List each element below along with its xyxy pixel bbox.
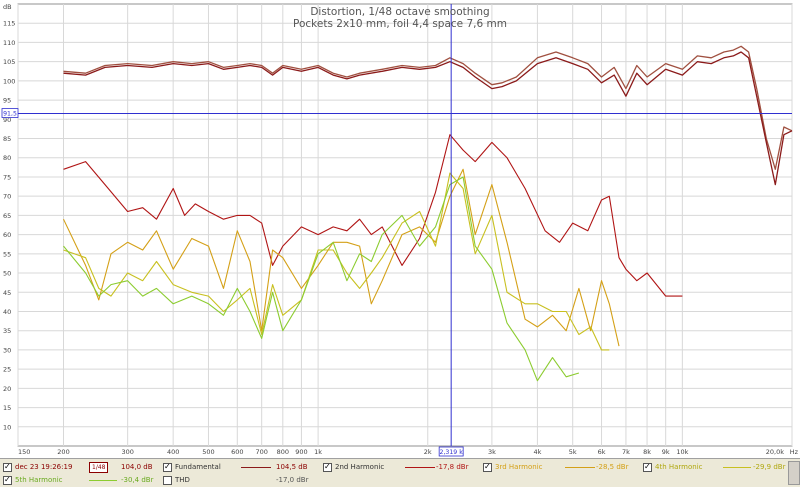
checkbox-5th-harmonic[interactable] — [3, 474, 12, 486]
legend-item-4th-harmonic[interactable]: 4th Harmonic -29,9 dBr — [643, 461, 793, 473]
legend-label: 5th Harmonic — [15, 476, 63, 484]
legend-label: THD — [175, 476, 190, 484]
y-tick-label: 15 — [3, 404, 11, 412]
x-tick-label: 10k — [676, 448, 688, 456]
y-tick-label: 110 — [3, 39, 15, 47]
series-line — [63, 134, 683, 297]
legend-value: -29,9 dBr — [753, 463, 786, 471]
chart-subtitle: Pockets 2x10 mm, foil 4,4 space 7,6 mm — [293, 18, 507, 30]
series-line — [63, 51, 793, 186]
x-tick-label: 4k — [533, 448, 541, 456]
legend-value: -28,5 dBr — [596, 463, 629, 471]
y-tick-label: 80 — [3, 154, 11, 162]
legend-swatch — [723, 467, 751, 468]
x-unit-label: Hz — [790, 448, 799, 456]
legend-label: 2nd Harmonic — [335, 463, 385, 471]
legend-label: 3rd Harmonic — [495, 463, 543, 471]
distortion-chart: 10 15 20 25 30 35 40 45 50 55 60 65 70 75 80 85 90 95 100 1… — [1, 3, 799, 457]
legend-label: Fundamental — [175, 463, 221, 471]
checkbox-measurement[interactable] — [3, 461, 12, 473]
y-tick-label: 25 — [3, 366, 11, 374]
legend-value: 104,0 dB — [121, 463, 153, 471]
checkbox-fundamental[interactable] — [163, 461, 172, 473]
chart-svg: 10 15 20 25 30 35 40 45 50 55 60 65 70 75 80 85 90 95 100 1… — [1, 3, 799, 457]
y-tick-label: 10 — [3, 423, 11, 431]
series-line — [63, 172, 610, 351]
legend-swatch — [565, 467, 595, 468]
x-tick-label: 7k — [622, 448, 630, 456]
legend-item-3rd-harmonic[interactable]: 3rd Harmonic -28,5 dBr — [483, 461, 638, 473]
legend-value: -30,4 dBr — [121, 476, 154, 484]
x-tick-label: 20,0k — [766, 448, 784, 456]
x-tick-label: 700 — [255, 448, 267, 456]
x-tick-label: 9k — [662, 448, 670, 456]
checkbox-4th-harmonic[interactable] — [643, 461, 652, 473]
y-unit-label: dB — [3, 3, 12, 11]
y-tick-label: 115 — [3, 20, 15, 28]
series-line — [63, 45, 793, 170]
chart-title: Distortion, 1/48 octave smoothing — [310, 6, 489, 18]
x-tick-label: 900 — [295, 448, 307, 456]
smoothing-badge[interactable]: 1/48 — [89, 462, 109, 473]
legend-item-2nd-harmonic[interactable]: 2nd Harmonic -17,8 dBr — [323, 461, 478, 473]
y-tick-label: 35 — [3, 327, 11, 335]
x-tick-label: 800 — [277, 448, 289, 456]
x-tick-label: 500 — [202, 448, 214, 456]
checkbox-2nd-harmonic[interactable] — [323, 461, 332, 473]
y-tick-label: 100 — [3, 77, 15, 85]
legend-panel: dec 23 19:26:19 1/48 104,0 dB Fundamenta… — [0, 458, 800, 487]
legend-item-measurement[interactable]: dec 23 19:26:19 1/48 104,0 dB — [3, 461, 158, 473]
y-tick-label: 60 — [3, 231, 11, 239]
cursor-x-readout: 2,319 k — [440, 449, 464, 456]
x-tick-label: 150 — [18, 448, 30, 456]
y-tick-label: 85 — [3, 135, 11, 143]
legend-item-fundamental[interactable]: Fundamental 104,5 dB — [163, 461, 318, 473]
legend-value: 104,5 dB — [276, 463, 308, 471]
legend-scrollbar[interactable] — [788, 461, 800, 485]
cursor-x-box — [438, 446, 464, 457]
y-tick-label: 95 — [3, 97, 11, 105]
series-line — [63, 168, 620, 347]
legend-item-5th-harmonic[interactable]: 5th Harmonic -30,4 dBr — [3, 474, 158, 486]
x-tick-label: 3k — [488, 448, 496, 456]
x-tick-label: 300 — [121, 448, 133, 456]
legend-value: -17,0 dBr — [276, 476, 309, 484]
legend-swatch — [241, 467, 271, 468]
y-tick-label: 40 — [3, 308, 11, 316]
y-tick-label: 65 — [3, 212, 11, 220]
checkbox-thd[interactable] — [163, 476, 172, 485]
y-tick-label: 105 — [3, 58, 15, 66]
legend-label: 4th Harmonic — [655, 463, 703, 471]
x-tick-label: 2k — [424, 448, 432, 456]
y-tick-label: 90 — [3, 116, 11, 124]
cursor-y-readout: 91,5 — [3, 111, 17, 118]
legend-swatch — [405, 467, 435, 468]
legend-value: -17,8 dBr — [436, 463, 469, 471]
x-tick-label: 5k — [569, 448, 577, 456]
x-tick-label: 8k — [643, 448, 651, 456]
legend-label: dec 23 19:26:19 — [15, 463, 73, 471]
x-tick-label: 1k — [314, 448, 322, 456]
legend-item-thd[interactable]: THD -17,0 dBr — [163, 474, 318, 486]
y-tick-label: 30 — [3, 346, 11, 354]
y-tick-label: 55 — [3, 250, 11, 258]
y-tick-label: 45 — [3, 289, 11, 297]
x-tick-label: 200 — [57, 448, 69, 456]
x-tick-label: 600 — [231, 448, 243, 456]
y-tick-label: 75 — [3, 173, 11, 181]
y-tick-label: 20 — [3, 385, 11, 393]
checkbox-3rd-harmonic[interactable] — [483, 461, 492, 473]
x-tick-label: 6k — [598, 448, 606, 456]
y-tick-label: 70 — [3, 193, 11, 201]
plot-area — [17, 3, 793, 447]
cursor-y-box — [1, 108, 19, 118]
x-tick-label: 400 — [167, 448, 179, 456]
legend-swatch — [89, 480, 117, 481]
y-tick-label: 50 — [3, 270, 11, 278]
series-line — [63, 176, 580, 382]
